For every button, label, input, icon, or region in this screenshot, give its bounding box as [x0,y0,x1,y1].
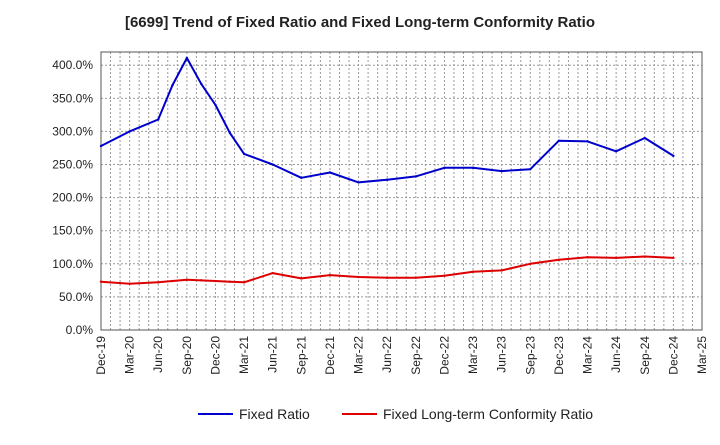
y-tick-label: 200.0% [52,191,93,205]
chart-title: [6699] Trend of Fixed Ratio and Fixed Lo… [124,14,596,31]
grid-group [100,52,703,331]
data-point-0 [414,175,418,178]
data-point-0 [672,154,675,158]
y-tick-label: 100.0% [52,257,93,271]
x-tick-label: Sep-21 [294,336,308,375]
y-tick-label: 150.0% [52,224,93,238]
y-tick-label: 300.0% [52,124,93,138]
data-point-1 [228,280,231,283]
data-point-1 [328,273,332,277]
data-point-0 [214,103,217,107]
y-tick-label: 50.0% [59,290,93,304]
x-tick-label: Mar-25 [695,336,709,374]
data-point-0 [242,152,246,156]
x-tick-label: Jun-24 [609,336,623,373]
data-point-0 [185,56,189,60]
x-tick-label: Mar-20 [123,336,137,374]
x-tick-label: Dec-24 [666,336,680,375]
x-tick-label: Dec-22 [437,336,451,375]
data-point-1 [242,281,246,284]
data-point-0 [557,139,561,142]
data-point-0 [199,82,203,85]
x-tick-label: Jun-22 [380,336,394,373]
data-point-1 [271,271,274,275]
data-point-0 [99,144,103,148]
data-point-0 [171,83,174,87]
data-point-0 [614,150,618,153]
data-point-1 [99,280,103,283]
data-point-1 [171,279,174,283]
data-point-1 [185,278,189,281]
data-point-1 [157,281,160,284]
x-tick-label: Jun-20 [151,336,165,373]
x-tick-label: Mar-23 [466,336,480,374]
legend-label-0: Fixed Ratio [239,406,310,422]
y-tick-label: 350.0% [52,91,93,105]
data-point-1 [443,274,446,277]
data-point-1 [199,279,203,282]
data-point-1 [471,270,475,273]
x-tick-label: Dec-19 [94,336,108,375]
data-point-0 [443,166,446,170]
series-line-1 [100,255,674,285]
y-tick-label: 0.0% [66,323,94,337]
x-tick-label: Sep-20 [180,336,194,375]
x-tick-label: Dec-23 [552,336,566,375]
data-point-0 [529,167,532,171]
plot-border [100,51,703,331]
data-point-0 [500,169,503,173]
x-tick-label: Jun-23 [495,336,509,373]
x-tick-label: Sep-23 [523,336,537,375]
data-point-0 [328,171,332,174]
data-point-0 [643,136,646,140]
x-tick-label: Sep-24 [638,336,652,375]
data-point-1 [414,276,418,279]
data-point-1 [672,256,675,260]
series-line-0 [100,57,674,184]
data-point-0 [357,181,360,184]
x-tick-label: Jun-21 [266,336,280,373]
data-point-1 [500,269,503,272]
y-tick-label: 250.0% [52,158,93,172]
x-tick-label: Dec-21 [323,336,337,375]
data-point-1 [643,255,646,258]
data-point-1 [557,258,561,262]
data-point-0 [586,140,589,143]
legend-label-1: Fixed Long-term Conformity Ratio [383,406,593,422]
data-point-0 [385,178,389,181]
y-tick-label: 400.0% [52,58,93,72]
data-point-1 [385,276,389,279]
x-tick-label: Sep-22 [409,336,423,375]
x-tick-label: Mar-21 [237,336,251,374]
data-point-0 [228,131,231,134]
plot-area [101,52,702,330]
data-point-0 [128,130,131,133]
data-point-0 [271,163,274,166]
data-point-0 [300,176,303,179]
data-point-0 [157,118,160,121]
x-tick-label: Dec-20 [208,336,222,375]
data-point-1 [529,262,532,266]
data-point-1 [357,275,360,279]
x-tick-label: Mar-24 [581,336,595,374]
data-point-1 [128,282,131,285]
data-point-0 [471,166,475,170]
data-point-1 [614,256,618,260]
x-tick-label: Mar-22 [352,336,366,374]
data-point-1 [300,277,303,280]
data-point-1 [214,279,217,283]
data-point-1 [586,255,589,259]
